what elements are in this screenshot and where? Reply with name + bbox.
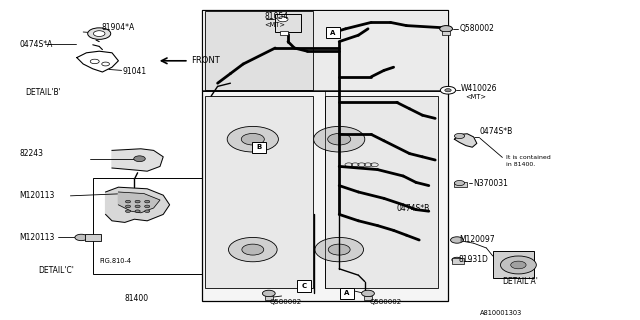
Text: DETAIL'C': DETAIL'C' — [38, 266, 74, 275]
Text: C: C — [301, 283, 307, 289]
Bar — [265, 296, 273, 300]
Bar — [93, 178, 202, 274]
Bar — [340, 288, 354, 299]
Circle shape — [227, 126, 278, 152]
Bar — [326, 27, 340, 38]
Circle shape — [262, 290, 275, 297]
Circle shape — [145, 205, 150, 208]
Circle shape — [451, 237, 463, 243]
Circle shape — [242, 244, 264, 255]
Circle shape — [454, 180, 465, 186]
Bar — [297, 280, 311, 292]
Text: A: A — [330, 30, 335, 36]
Bar — [280, 31, 288, 35]
Bar — [324, 96, 438, 288]
Bar — [85, 234, 101, 241]
Circle shape — [228, 237, 277, 262]
Text: DETAIL'B': DETAIL'B' — [26, 88, 61, 97]
Text: 81904*A: 81904*A — [101, 23, 134, 32]
Text: 81400: 81400 — [125, 294, 149, 303]
Circle shape — [278, 17, 288, 22]
Text: 0474S*B: 0474S*B — [480, 127, 513, 136]
Bar — [493, 251, 534, 278]
Text: in 81400.: in 81400. — [506, 162, 535, 167]
Circle shape — [452, 257, 462, 262]
Circle shape — [93, 31, 105, 36]
Circle shape — [125, 205, 131, 208]
Circle shape — [145, 200, 150, 203]
Circle shape — [440, 26, 452, 32]
Circle shape — [88, 28, 111, 39]
Circle shape — [511, 261, 526, 269]
Circle shape — [90, 59, 99, 64]
Bar — [205, 96, 313, 288]
Text: <MT>: <MT> — [465, 94, 486, 100]
Polygon shape — [118, 192, 160, 213]
Text: A: A — [344, 291, 349, 296]
Text: 81931D: 81931D — [458, 255, 488, 264]
Text: 91041: 91041 — [123, 67, 147, 76]
Text: 82243: 82243 — [19, 149, 44, 158]
Circle shape — [135, 200, 140, 203]
Text: FRONT: FRONT — [191, 56, 220, 65]
Text: B: B — [257, 144, 262, 150]
Bar — [454, 182, 467, 187]
Circle shape — [454, 133, 465, 139]
Text: A810001303: A810001303 — [480, 310, 522, 316]
Text: Q580002: Q580002 — [370, 299, 402, 305]
Circle shape — [125, 200, 131, 203]
Text: M120097: M120097 — [460, 236, 495, 244]
Circle shape — [134, 156, 145, 162]
Circle shape — [125, 210, 131, 212]
Circle shape — [328, 244, 350, 255]
Bar — [452, 258, 464, 264]
Circle shape — [241, 133, 264, 145]
Text: FIG.810-4: FIG.810-4 — [99, 258, 131, 264]
Circle shape — [314, 126, 365, 152]
Circle shape — [500, 256, 536, 274]
Text: Q580002: Q580002 — [270, 299, 302, 305]
Circle shape — [315, 237, 364, 262]
Text: M120113: M120113 — [19, 191, 54, 200]
Circle shape — [75, 234, 88, 241]
Text: W410026: W410026 — [461, 84, 497, 93]
Bar — [442, 31, 450, 35]
Circle shape — [135, 205, 140, 208]
Polygon shape — [106, 187, 170, 222]
Text: <MT>: <MT> — [264, 22, 285, 28]
Text: Q580002: Q580002 — [460, 24, 494, 33]
Circle shape — [445, 89, 451, 92]
Circle shape — [102, 62, 109, 66]
Text: 0474S*A: 0474S*A — [19, 40, 52, 49]
Circle shape — [328, 133, 351, 145]
Bar — [205, 11, 313, 90]
Text: M120113: M120113 — [19, 233, 54, 242]
Polygon shape — [454, 134, 477, 147]
Bar — [364, 296, 372, 300]
Circle shape — [362, 290, 374, 297]
Polygon shape — [112, 149, 163, 171]
Text: 81054: 81054 — [264, 12, 289, 21]
Circle shape — [135, 210, 140, 212]
Bar — [275, 14, 301, 32]
Circle shape — [145, 210, 150, 212]
Text: N370031: N370031 — [474, 179, 508, 188]
Circle shape — [440, 86, 456, 94]
Text: DETAIL'A': DETAIL'A' — [502, 277, 538, 286]
Bar — [202, 10, 448, 301]
Text: 0474S*B: 0474S*B — [397, 204, 430, 213]
Bar — [252, 141, 266, 153]
Bar — [202, 10, 448, 91]
Text: It is contained: It is contained — [506, 155, 550, 160]
